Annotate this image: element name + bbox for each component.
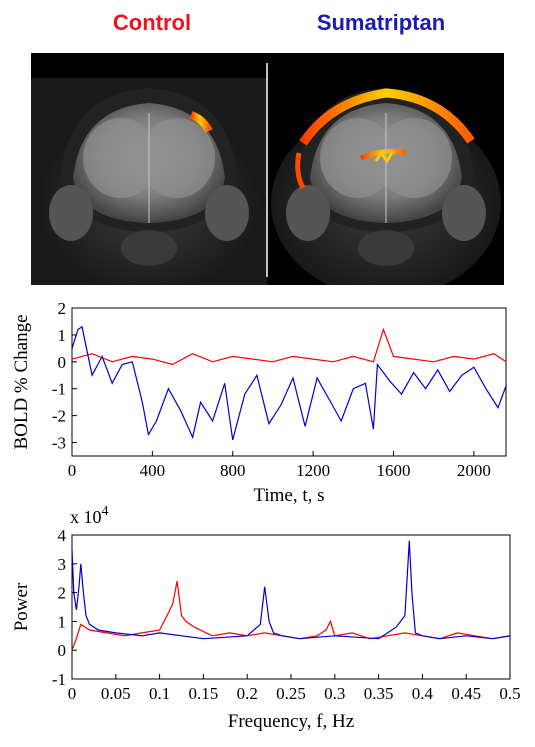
x-tick-label: 2000 [457,461,491,480]
plot-area-frame [71,307,507,457]
mri-brain-images [31,53,504,285]
x-tick-label: 400 [140,461,166,480]
sumatriptan-brain-slice [271,88,501,285]
y-tick-label: 3 [58,555,67,574]
x-tick-label: 0.35 [364,684,394,703]
series-line-0 [71,580,511,651]
control-brain-slice [31,78,267,285]
x-tick-label: 0.1 [149,684,170,703]
y-tick-label: 0 [58,353,67,372]
x-tick-label: 0.15 [189,684,219,703]
x-tick-label: 0 [68,461,77,480]
control-panel-title: Control [112,10,192,35]
x-tick-label: 0 [68,684,77,703]
x-axis-label: Time, t, s [253,485,324,506]
y-axis-label: BOLD % Change [11,314,32,449]
y-tick-label: 4 [58,526,67,545]
plot-area-frame [71,534,511,680]
chart-axes: 0 400 800 1200 1600 2000 2 1 0 -1 -2 -3 [52,299,491,480]
y-tick-label: -1 [52,670,66,689]
series-line-1 [71,325,507,441]
x-tick-label: 0.2 [237,684,258,703]
x-tick-label: 0.45 [451,684,481,703]
chart-series [71,325,507,441]
x-tick-label: 1600 [376,461,410,480]
bold-timecourse-chart: 0 400 800 1200 1600 2000 2 1 0 -1 -2 -3 BOLD % Chan… [11,299,507,506]
y-tick-label: 1 [58,612,67,631]
x-tick-label: 0.5 [499,684,520,703]
y-tick-label: 2 [58,299,67,318]
x-tick-label: 0.3 [324,684,345,703]
sumatriptan-panel-title: Sumatriptan [316,10,446,35]
chart-series [71,540,511,651]
x-tick-label: 1200 [296,461,330,480]
y-tick-label: -1 [52,380,66,399]
x-tick-label: 0.05 [101,684,131,703]
y-tick-label: 0 [58,641,67,660]
chart-axes: 0 0.05 0.1 0.15 0.2 0.25 0.3 0.35 0.4 0.45 0.5 4 3 2 1… [52,526,521,703]
x-tick-label: 0.25 [276,684,306,703]
x-tick-label: 800 [220,461,246,480]
x-tick-label: 0.4 [412,684,434,703]
y-tick-label: -2 [52,407,66,426]
x-axis-label: Frequency, f, Hz [228,711,354,732]
series-line-0 [71,327,507,366]
y-tick-label: -3 [52,434,66,453]
y-tick-label: 2 [58,584,67,603]
y-tick-label: 1 [58,326,67,345]
series-line-1 [71,540,511,640]
y-scale-multiplier: x 104 [70,505,109,527]
y-axis-label: Power [11,582,32,631]
power-spectrum-chart: 0 0.05 0.1 0.15 0.2 0.25 0.3 0.35 0.4 0.45 0.5 4 3 2 1… [11,505,521,732]
